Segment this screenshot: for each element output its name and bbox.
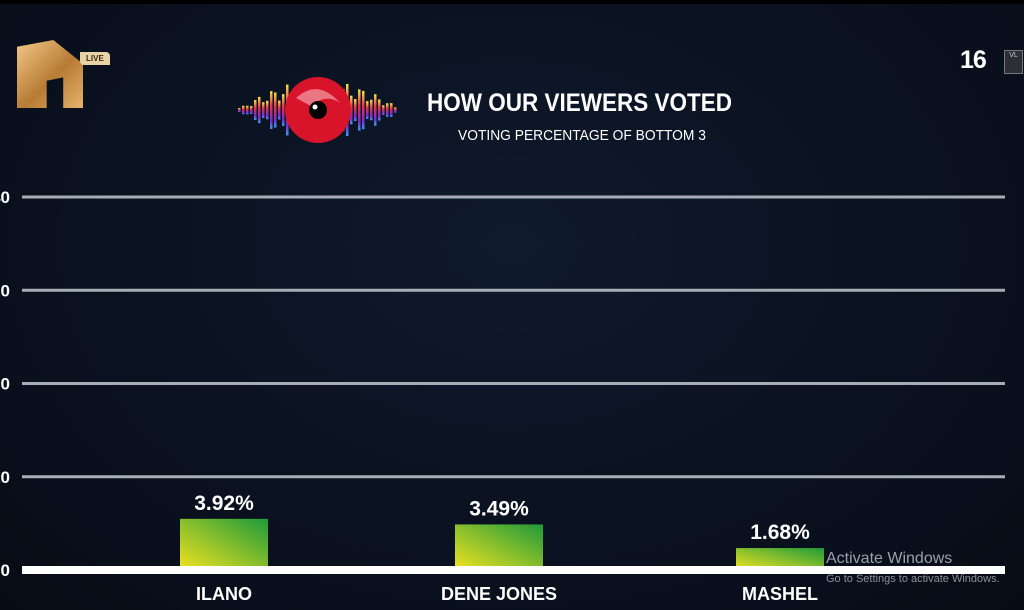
category-label: MASHEL [742,584,818,604]
chart-subtitle: VOTING PERCENTAGE OF BOTTOM 3 [458,127,706,144]
y-tick-label: 20 [0,375,10,394]
age-rating: 16 [960,46,987,74]
bar [736,548,824,570]
rating-marks: VL [1004,50,1023,74]
y-tick-label: 30 [0,281,10,300]
bar [455,524,543,570]
data-label: 1.68% [750,521,810,544]
category-label: DENE JONES [441,584,557,604]
watermark-subtitle: Go to Settings to activate Windows. [826,573,1000,585]
data-label: 3.92% [194,492,254,515]
live-badge: LIVE [80,52,110,65]
bar [180,518,268,570]
top-bar [0,0,1024,4]
chart-title: HOW OUR VIEWERS VOTED [427,89,733,117]
show-eye-logo [238,77,397,143]
baseline [22,566,1005,574]
y-tick-label: 40 [0,188,10,207]
data-label: 3.49% [469,497,529,520]
y-tick-label: 10 [0,468,10,487]
y-tick-label: 0 [1,561,10,580]
category-label: ILANO [196,584,252,604]
watermark-title: Activate Windows [826,550,953,567]
